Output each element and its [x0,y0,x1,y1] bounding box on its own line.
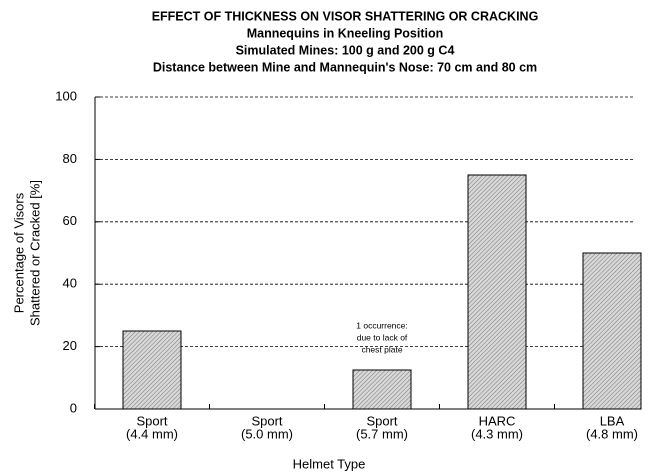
y-tick-label: 100 [55,88,77,103]
x-tick-label: Sport [136,413,167,428]
bar [122,330,182,410]
y-tick-label: 60 [63,213,77,228]
bar [352,369,412,410]
x-tick-label: (5.7 mm) [356,426,408,441]
x-tick-label: (4.4 mm) [126,426,178,441]
y-axis-label: Percentage of Visors [11,192,26,313]
y-tick-label: 80 [63,151,77,166]
bar [582,252,642,410]
y-tick-label: 0 [70,400,77,415]
x-tick-label: HARC [479,413,516,428]
x-tick-label: Sport [366,413,397,428]
x-tick-label: Sport [251,413,282,428]
chart-title: Distance between Mine and Mannequin's No… [153,60,537,74]
bar [467,174,527,410]
y-axis-label: Shattered or Cracked [%] [27,180,42,326]
x-tick-label: (4.8 mm) [586,426,638,441]
y-tick-label: 20 [63,338,77,353]
x-tick-label: LBA [600,413,625,428]
x-tick-label: (4.3 mm) [471,426,523,441]
chart-title: Simulated Mines: 100 g and 200 g C4 [236,43,455,57]
annotation: chest plate [361,344,402,354]
y-tick-label: 40 [63,276,77,291]
annotation: due to lack of [357,332,408,342]
x-tick-label: (5.0 mm) [241,426,293,441]
annotation: 1 occurrence: [356,320,408,330]
chart-title: EFFECT OF THICKNESS ON VISOR SHATTERING … [152,9,539,23]
chart-title: Mannequins in Kneeling Position [247,26,444,40]
x-axis-label: Helmet Type [293,456,366,471]
